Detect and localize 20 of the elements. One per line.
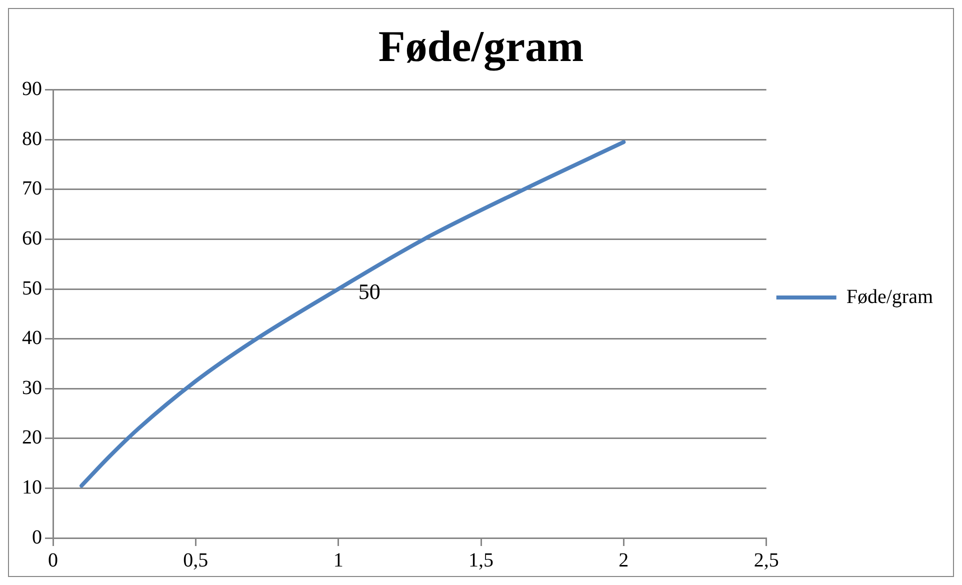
annotation: 50	[358, 278, 380, 304]
y-tick-label: 60	[22, 227, 42, 250]
x-tick-label: 2	[618, 549, 629, 572]
y-tick-label: 40	[22, 327, 42, 350]
y-tick-label: 80	[22, 128, 42, 150]
y-tick-label: 20	[22, 426, 42, 449]
chart-title: Føde/gram	[378, 22, 584, 71]
x-tick-label: 0,5	[183, 549, 208, 572]
legend-label: Føde/gram	[846, 286, 934, 308]
y-tick-label: 50	[22, 277, 42, 300]
x-tick-label: 1,5	[468, 549, 494, 572]
y-tick-label: 0	[32, 526, 42, 548]
y-tick-label: 30	[22, 376, 42, 399]
x-tick-label: 0	[48, 549, 58, 572]
x-tick-label: 1	[333, 549, 344, 572]
x-tick-label: 2,5	[754, 549, 779, 572]
y-tick-label: 70	[22, 178, 42, 200]
y-tick-label: 90	[22, 78, 42, 100]
line-series	[80, 140, 626, 488]
y-tick-label: 10	[22, 476, 42, 498]
